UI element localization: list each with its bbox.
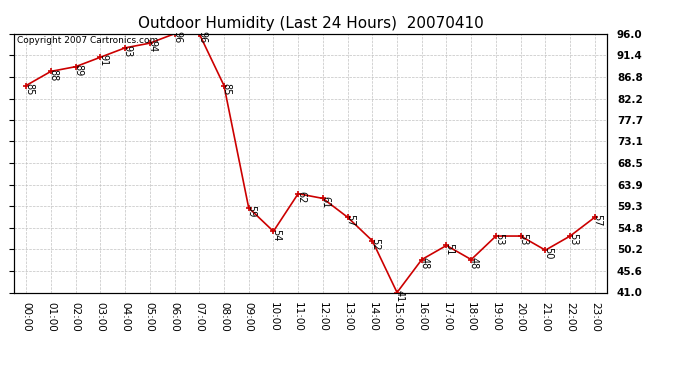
Text: 93: 93 (123, 45, 133, 57)
Text: 48: 48 (420, 257, 430, 269)
Title: Outdoor Humidity (Last 24 Hours)  20070410: Outdoor Humidity (Last 24 Hours) 2007041… (137, 16, 484, 31)
Text: 51: 51 (444, 243, 454, 255)
Text: 53: 53 (568, 233, 578, 246)
Text: 91: 91 (98, 54, 108, 67)
Text: 88: 88 (49, 69, 59, 81)
Text: 62: 62 (296, 191, 306, 203)
Text: 59: 59 (246, 205, 257, 218)
Text: 94: 94 (148, 40, 157, 53)
Text: 50: 50 (543, 248, 553, 260)
Text: 53: 53 (518, 233, 529, 246)
Text: 85: 85 (24, 83, 34, 95)
Text: 89: 89 (73, 64, 83, 76)
Text: 85: 85 (221, 83, 232, 95)
Text: 53: 53 (494, 233, 504, 246)
Text: 96: 96 (197, 31, 207, 43)
Text: 52: 52 (370, 238, 380, 250)
Text: Copyright 2007 Cartronics.com: Copyright 2007 Cartronics.com (17, 36, 158, 45)
Text: 41: 41 (395, 290, 405, 302)
Text: 96: 96 (172, 31, 182, 43)
Text: 57: 57 (346, 214, 355, 227)
Text: 57: 57 (593, 214, 602, 227)
Text: 48: 48 (469, 257, 479, 269)
Text: 61: 61 (321, 196, 331, 208)
Text: 54: 54 (271, 229, 282, 241)
